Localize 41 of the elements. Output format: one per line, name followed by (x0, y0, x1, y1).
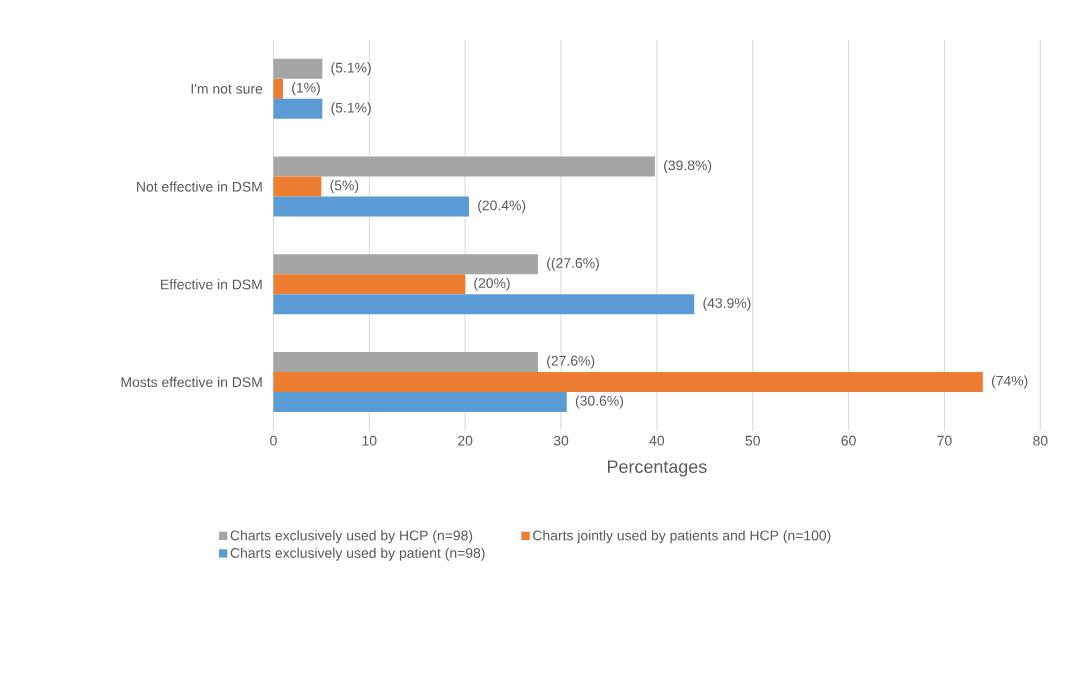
bar (273, 176, 322, 197)
legend-label: Charts exclusively used by HCP (n=98) (230, 530, 473, 544)
bar (273, 351, 538, 372)
x-tick-label: 80 (1033, 435, 1048, 446)
bar (273, 371, 983, 392)
data-label: (20%) (474, 277, 510, 291)
data-label: (74%) (991, 375, 1028, 389)
legend-label: Charts jointly used by patients and HCP (n=100) (533, 530, 831, 544)
data-label: (20.4%) (478, 199, 526, 213)
bar (273, 294, 695, 315)
bar (273, 196, 469, 217)
bar (273, 58, 323, 79)
bar (273, 391, 567, 412)
data-label: (1%) (292, 82, 320, 96)
data-label: (43.9%) (703, 297, 751, 311)
y-tick-label: Mosts effective in DSM (121, 376, 262, 387)
bar (273, 78, 284, 99)
x-tick-label: 0 (270, 435, 277, 446)
x-tick-label: 70 (937, 435, 952, 446)
data-label: (39.8%) (664, 159, 712, 173)
data-label: (5.1%) (331, 102, 371, 116)
bar (273, 254, 538, 275)
data-label: (30.6%) (575, 395, 623, 409)
bar (273, 98, 323, 119)
data-label: ((27.6%) (547, 257, 599, 271)
x-tick-label: 30 (553, 435, 569, 446)
x-tick-label: 20 (458, 435, 473, 446)
data-label: (5.1%) (331, 62, 371, 76)
y-tick-label: Not effective in DSM (137, 181, 262, 192)
x-tick-label: 60 (841, 435, 856, 446)
y-tick-label: Effective in DSM (161, 279, 262, 290)
bar (273, 274, 466, 295)
legend-label: Charts exclusively used by patient (n=98) (230, 547, 485, 561)
x-tick-label: 40 (649, 435, 665, 446)
data-label: (27.6%) (547, 355, 595, 369)
x-tick-label: 50 (745, 435, 760, 446)
y-tick-label: I'm not sure (191, 83, 263, 94)
bar (273, 156, 655, 177)
data-label: (5%) (330, 179, 359, 193)
x-tick-label: 10 (362, 435, 377, 446)
x-axis-title: Percentages (607, 460, 707, 477)
